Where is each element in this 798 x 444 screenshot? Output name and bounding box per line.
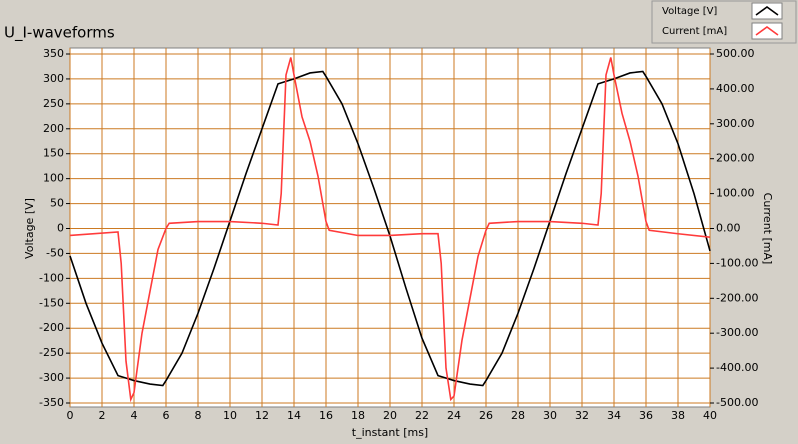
legend-label: Voltage [V] bbox=[662, 6, 717, 17]
x-tick-label: 20 bbox=[383, 409, 397, 422]
y2-tick-label: 0.00 bbox=[716, 222, 741, 235]
y-tick-label: -50 bbox=[46, 246, 64, 259]
y-tick-label: -300 bbox=[39, 371, 64, 384]
y-tick-label: -250 bbox=[39, 346, 64, 359]
y-tick-label: -150 bbox=[39, 296, 64, 309]
y-tick-label: 0 bbox=[57, 222, 64, 235]
x-tick-label: 36 bbox=[639, 409, 653, 422]
legend-label: Current [mA] bbox=[662, 26, 727, 37]
y2-tick-label: -400.00 bbox=[716, 361, 758, 374]
y-tick-label: 300 bbox=[43, 72, 64, 85]
x-tick-label: 16 bbox=[319, 409, 333, 422]
x-tick-label: 10 bbox=[223, 409, 237, 422]
legend-swatch-box bbox=[751, 22, 783, 40]
y-axis-label: Voltage [V] bbox=[23, 198, 36, 259]
x-axis-label: t_instant [ms] bbox=[352, 426, 428, 439]
chart-title: U_I-waveforms bbox=[4, 24, 115, 43]
y-tick-label: 100 bbox=[43, 172, 64, 185]
x-tick-label: 22 bbox=[415, 409, 429, 422]
y-tick-label: -100 bbox=[39, 271, 64, 284]
x-tick-label: 18 bbox=[351, 409, 365, 422]
y-tick-label: 50 bbox=[50, 197, 64, 210]
y2-tick-label: -500.00 bbox=[716, 396, 758, 409]
x-tick-label: 14 bbox=[287, 409, 301, 422]
y2-tick-label: -100.00 bbox=[716, 256, 758, 269]
y2-tick-label: 300.00 bbox=[716, 117, 755, 130]
y2-axis-label: Current [mA] bbox=[761, 193, 774, 265]
y-tick-label: 250 bbox=[43, 97, 64, 110]
y-tick-label: -350 bbox=[39, 396, 64, 409]
y-tick-label: 200 bbox=[43, 122, 64, 135]
x-tick-label: 26 bbox=[479, 409, 493, 422]
x-tick-label: 32 bbox=[575, 409, 589, 422]
y-tick-label: 350 bbox=[43, 47, 64, 60]
legend-swatch-box bbox=[751, 2, 783, 20]
x-tick-label: 12 bbox=[255, 409, 269, 422]
x-tick-label: 4 bbox=[131, 409, 138, 422]
x-tick-label: 30 bbox=[543, 409, 557, 422]
x-tick-label: 40 bbox=[703, 409, 717, 422]
x-tick-label: 24 bbox=[447, 409, 461, 422]
x-tick-label: 6 bbox=[163, 409, 170, 422]
x-tick-label: 28 bbox=[511, 409, 525, 422]
y2-tick-label: -300.00 bbox=[716, 326, 758, 339]
y2-tick-label: 400.00 bbox=[716, 82, 755, 95]
x-tick-label: 2 bbox=[99, 409, 106, 422]
x-tick-label: 34 bbox=[607, 409, 621, 422]
legend-swatch bbox=[755, 26, 779, 36]
y-tick-label: -200 bbox=[39, 321, 64, 334]
x-tick-label: 38 bbox=[671, 409, 685, 422]
x-tick-label: 0 bbox=[67, 409, 74, 422]
x-tick-label: 8 bbox=[195, 409, 202, 422]
y2-tick-label: 100.00 bbox=[716, 187, 755, 200]
y2-tick-label: 500.00 bbox=[716, 47, 755, 60]
y2-tick-label: -200.00 bbox=[716, 291, 758, 304]
series-line bbox=[69, 57, 711, 403]
y2-tick-label: 200.00 bbox=[716, 152, 755, 165]
y-tick-label: 150 bbox=[43, 147, 64, 160]
legend-swatch bbox=[755, 6, 779, 16]
